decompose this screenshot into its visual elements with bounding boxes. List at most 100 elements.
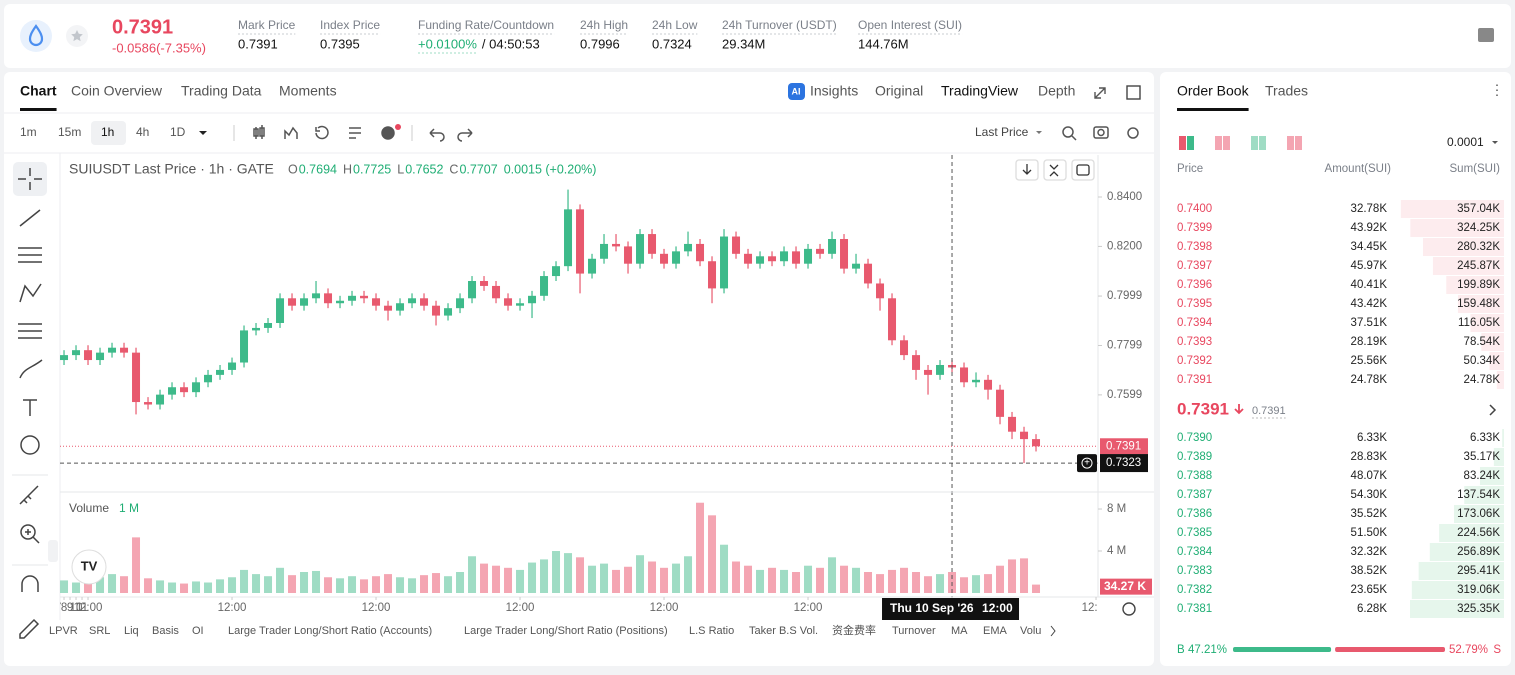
layout-icon[interactable] bbox=[1179, 136, 1186, 150]
candle-body bbox=[300, 298, 309, 306]
volume-bar bbox=[900, 567, 909, 593]
layout-icon[interactable] bbox=[1215, 136, 1222, 150]
tv-logo bbox=[71, 549, 107, 585]
interval[interactable]: 1h bbox=[101, 125, 114, 139]
layout-icon[interactable] bbox=[1187, 136, 1194, 150]
ob-sum: 35.17K bbox=[1464, 451, 1501, 463]
stat-label: 24h Turnover (USDT) bbox=[722, 18, 837, 32]
indicator[interactable]: Liq bbox=[124, 625, 139, 637]
ob-sum: 325.35K bbox=[1457, 603, 1500, 615]
view-tab[interactable]: Depth bbox=[1038, 83, 1075, 99]
indicator[interactable]: Large Trader Long/Short Ratio (Accounts) bbox=[228, 625, 432, 637]
ob-tab[interactable]: Order Book bbox=[1177, 83, 1250, 99]
coin-logo bbox=[20, 20, 52, 52]
indicator[interactable]: SRL bbox=[89, 625, 110, 637]
candle-body bbox=[216, 369, 225, 375]
volume-bar bbox=[444, 576, 453, 593]
depth-bar bbox=[1496, 371, 1504, 389]
volume-bar bbox=[180, 583, 189, 593]
candle-body bbox=[1032, 439, 1041, 447]
layout-icon[interactable] bbox=[1287, 136, 1294, 150]
menu-icon[interactable] bbox=[1478, 28, 1494, 42]
stat-value: 29.34M bbox=[722, 36, 765, 51]
crosshair-date: Thu 10 Sep '26 bbox=[890, 601, 974, 615]
layout-icon[interactable] bbox=[1223, 136, 1230, 150]
more-arrow[interactable] bbox=[1050, 625, 1056, 637]
window-icon[interactable] bbox=[1126, 85, 1141, 100]
tv-logo-text: TV bbox=[81, 558, 98, 573]
chart-tab[interactable]: Trading Data bbox=[181, 83, 262, 99]
interval[interactable]: 1m bbox=[20, 125, 37, 139]
candle-body bbox=[468, 280, 477, 299]
interval[interactable]: 4h bbox=[136, 125, 149, 139]
layout-icon[interactable] bbox=[1251, 136, 1258, 150]
add-alert[interactable] bbox=[1077, 454, 1097, 473]
ob-tab[interactable]: Trades bbox=[1265, 83, 1308, 99]
view-tab[interactable]: Original bbox=[875, 83, 923, 99]
chart-tab[interactable]: Moments bbox=[279, 83, 337, 99]
interval-active bbox=[91, 121, 126, 145]
dropdown-arrow[interactable] bbox=[199, 131, 207, 135]
layout-icon[interactable] bbox=[1295, 136, 1302, 150]
collapse[interactable] bbox=[48, 540, 58, 562]
indicator[interactable]: L.S Ratio bbox=[689, 625, 734, 637]
ob-price: 0.7393 bbox=[1177, 336, 1212, 348]
volume-bar bbox=[1032, 584, 1041, 593]
volume-bar bbox=[324, 577, 333, 593]
volume-bar bbox=[720, 544, 729, 593]
add-alert-icon bbox=[1081, 457, 1093, 469]
ob-sum: 159.48K bbox=[1457, 298, 1500, 310]
indicator[interactable]: Basis bbox=[152, 625, 179, 637]
indicator[interactable]: Taker B.S Vol. bbox=[749, 625, 818, 637]
ob-sum: 173.06K bbox=[1457, 508, 1500, 520]
candle-body bbox=[696, 243, 705, 262]
crosshair-time-box bbox=[882, 598, 1020, 620]
interval[interactable]: 15m bbox=[58, 125, 81, 139]
view-tab[interactable]: TradingView bbox=[941, 83, 1019, 99]
view-tab[interactable]: Insights bbox=[810, 83, 858, 99]
candle-body bbox=[408, 298, 417, 304]
volume-bar bbox=[192, 581, 201, 593]
dropdown-arrow[interactable] bbox=[1036, 131, 1042, 134]
layout-icon[interactable] bbox=[1259, 136, 1266, 150]
indicator[interactable]: OI bbox=[192, 625, 204, 637]
candle-body bbox=[336, 300, 345, 304]
volume-bar bbox=[852, 567, 861, 593]
candle-body bbox=[516, 303, 525, 306]
volume-bar bbox=[612, 569, 621, 593]
indicator[interactable]: Volu bbox=[1020, 625, 1041, 637]
candle-body bbox=[756, 256, 765, 264]
indicator[interactable]: LPVR bbox=[49, 625, 78, 637]
expand-icon[interactable] bbox=[1094, 87, 1106, 99]
volume-bar bbox=[276, 567, 285, 593]
tool-active[interactable] bbox=[13, 162, 47, 196]
x-tick-label: 12:00 bbox=[794, 602, 823, 614]
indicator[interactable]: 资金费率 bbox=[832, 623, 876, 637]
indicator[interactable]: MA bbox=[951, 625, 968, 637]
stat-value: 0.7391 bbox=[238, 36, 278, 51]
chart-tab[interactable]: Coin Overview bbox=[71, 83, 163, 99]
precision[interactable]: 0.0001 bbox=[1447, 135, 1484, 149]
stat-label: Open Interest (SUI) bbox=[858, 18, 962, 32]
ob-price: 0.7385 bbox=[1177, 527, 1212, 539]
price-source[interactable]: Last Price bbox=[975, 125, 1029, 139]
indicator[interactable]: Large Trader Long/Short Ratio (Positions… bbox=[464, 625, 668, 637]
ob-sum: 295.41K bbox=[1457, 565, 1500, 577]
ob-price: 0.7397 bbox=[1177, 260, 1212, 272]
y-tick-label: 0.7799 bbox=[1107, 340, 1142, 352]
ob-amount: 28.19K bbox=[1351, 336, 1388, 348]
depth-bar bbox=[1479, 467, 1504, 485]
ob-tab-underline bbox=[1177, 108, 1249, 111]
indicator[interactable]: EMA bbox=[983, 625, 1008, 637]
ob-amount: 24.78K bbox=[1351, 374, 1388, 386]
mid-chevron[interactable] bbox=[1489, 404, 1497, 416]
chart-tab[interactable]: Chart bbox=[20, 83, 57, 99]
candle-body bbox=[348, 295, 357, 301]
indicator[interactable]: Turnover bbox=[892, 625, 936, 637]
legend-c_key: C bbox=[449, 162, 458, 176]
interval[interactable]: 1D bbox=[170, 125, 186, 139]
volume-bar bbox=[1008, 559, 1017, 593]
settings-icon[interactable] bbox=[1122, 602, 1136, 616]
candle-body bbox=[1020, 431, 1029, 440]
candle-body bbox=[552, 266, 561, 277]
